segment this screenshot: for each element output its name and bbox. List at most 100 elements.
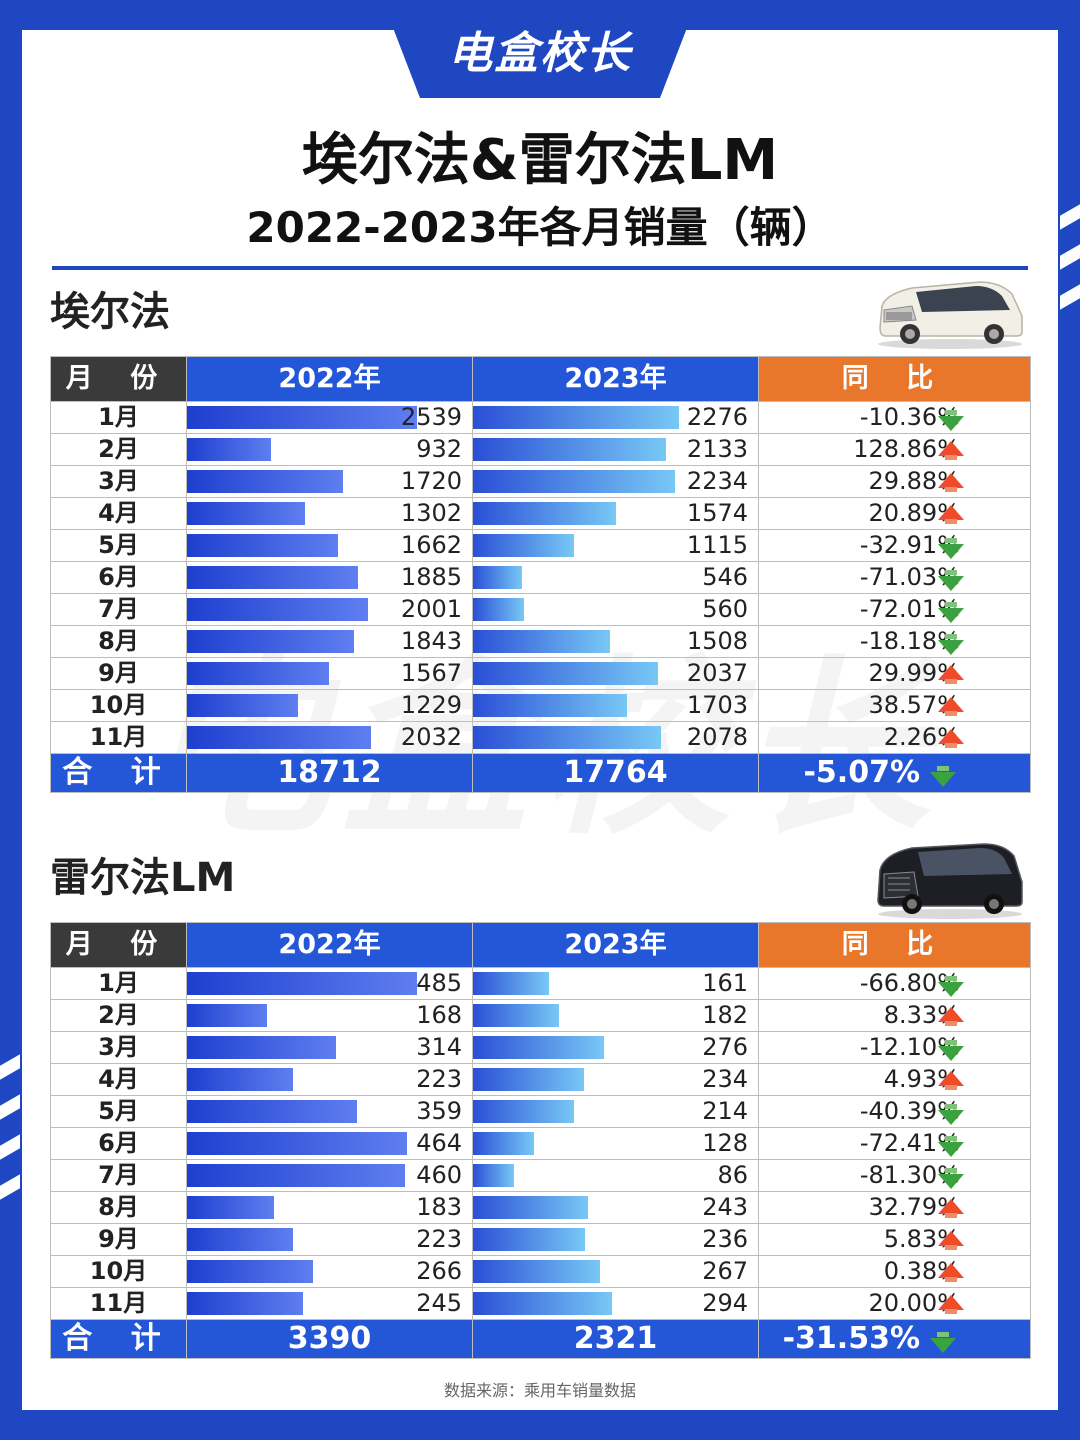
up-arrow-icon — [938, 1064, 964, 1095]
yoy-cell: -32.91% — [758, 529, 1031, 562]
table-row: 7月 2001 560 -72.01% — [50, 593, 1031, 626]
bar-2023-value: 128 — [702, 1129, 748, 1157]
lm-car-image — [877, 843, 1023, 919]
header-2022: 2022年 — [186, 922, 473, 968]
bar-2022-cell: 245 — [186, 1287, 473, 1320]
bar-2023-value: 276 — [702, 1033, 748, 1061]
bar-2022-cell: 1885 — [186, 561, 473, 594]
bar-2023-cell: 86 — [472, 1159, 759, 1192]
table-row: 8月 183 243 32.79% — [50, 1191, 1031, 1224]
month-label: 6月 — [50, 561, 187, 594]
up-arrow-icon — [938, 498, 964, 529]
bar-2022-value: 1662 — [400, 531, 462, 559]
yoy-cell: 29.99% — [758, 657, 1031, 690]
bar-2023 — [473, 438, 666, 461]
yoy-cell: -72.41% — [758, 1127, 1031, 1160]
bar-2023-value: 560 — [702, 595, 748, 623]
page-subtitle: 2022-2023年各月销量（辆） — [246, 203, 834, 252]
month-label: 5月 — [50, 529, 187, 562]
bar-2023-cell: 1703 — [472, 689, 759, 722]
bar-2022 — [187, 726, 371, 749]
bar-2022-cell: 223 — [186, 1063, 473, 1096]
bar-2023-cell: 1574 — [472, 497, 759, 530]
bar-2023-cell: 267 — [472, 1255, 759, 1288]
bar-2023-value: 2037 — [686, 659, 748, 687]
bar-2022-value: 2001 — [400, 595, 462, 623]
bar-2023-cell: 2078 — [472, 721, 759, 754]
table-row: 6月 464 128 -72.41% — [50, 1127, 1031, 1160]
bar-2023 — [473, 1132, 534, 1155]
month-label: 7月 — [50, 593, 187, 626]
down-arrow-icon — [938, 1032, 964, 1063]
bar-2023-cell: 1508 — [472, 625, 759, 658]
deco-stripe — [1060, 284, 1080, 310]
total-row: 合 计 3390 2321 -31.53% — [50, 1319, 1031, 1359]
bar-2022-cell: 168 — [186, 999, 473, 1032]
bar-2022-value: 1567 — [400, 659, 462, 687]
bar-2022-cell: 2001 — [186, 593, 473, 626]
table-row: 11月 245 294 20.00% — [50, 1287, 1031, 1320]
down-arrow-icon — [938, 1128, 964, 1159]
bar-2023 — [473, 662, 658, 685]
down-arrow-icon — [938, 626, 964, 657]
month-label: 10月 — [50, 1255, 187, 1288]
yoy-cell: 5.83% — [758, 1223, 1031, 1256]
bar-2023 — [473, 726, 661, 749]
bar-2022-value: 1229 — [400, 691, 462, 719]
bar-2022 — [187, 1004, 267, 1027]
month-label: 8月 — [50, 1191, 187, 1224]
bar-2023 — [473, 1292, 612, 1315]
bar-2023-cell: 2234 — [472, 465, 759, 498]
bar-2022-cell: 932 — [186, 433, 473, 466]
month-label: 9月 — [50, 1223, 187, 1256]
total-label: 合 计 — [50, 753, 187, 793]
bar-2022-value: 314 — [416, 1033, 462, 1061]
bar-2023-cell: 128 — [472, 1127, 759, 1160]
down-arrow-icon — [930, 1324, 956, 1355]
bar-2023-value: 267 — [702, 1257, 748, 1285]
title-divider — [52, 266, 1028, 270]
bar-2023-value: 243 — [702, 1193, 748, 1221]
table-row: 9月 223 236 5.83% — [50, 1223, 1031, 1256]
bar-2022 — [187, 502, 305, 525]
bar-2022 — [187, 662, 329, 685]
bar-2022-value: 460 — [416, 1161, 462, 1189]
table-row: 5月 359 214 -40.39% — [50, 1095, 1031, 1128]
bar-2022 — [187, 438, 271, 461]
bar-2022 — [187, 406, 417, 429]
bar-2023-cell: 1115 — [472, 529, 759, 562]
bar-2023 — [473, 972, 549, 995]
bar-2022-value: 464 — [416, 1129, 462, 1157]
bar-2022-value: 266 — [416, 1257, 462, 1285]
bar-2022 — [187, 566, 358, 589]
month-label: 8月 — [50, 625, 187, 658]
table-row: 8月 1843 1508 -18.18% — [50, 625, 1031, 658]
bar-2022 — [187, 1036, 336, 1059]
deco-stripe — [0, 1134, 20, 1160]
bar-2022 — [187, 1132, 407, 1155]
yoy-cell: 20.00% — [758, 1287, 1031, 1320]
bar-2022-value: 359 — [416, 1097, 462, 1125]
bar-2023-cell: 546 — [472, 561, 759, 594]
table-row: 11月 2032 2078 2.26% — [50, 721, 1031, 754]
bar-2022-value: 1843 — [400, 627, 462, 655]
deco-stripe — [0, 1094, 20, 1120]
up-arrow-icon — [938, 1000, 964, 1031]
bar-2023 — [473, 630, 610, 653]
total-2023: 2321 — [472, 1319, 759, 1359]
down-arrow-icon — [930, 758, 956, 789]
yoy-cell: -18.18% — [758, 625, 1031, 658]
bar-2022-cell: 266 — [186, 1255, 473, 1288]
header-2022: 2022年 — [186, 356, 473, 402]
bar-2023-value: 2276 — [686, 403, 748, 431]
table-row: 5月 1662 1115 -32.91% — [50, 529, 1031, 562]
total-yoy-value: -5.07% — [803, 755, 920, 790]
bar-2022-cell: 314 — [186, 1031, 473, 1064]
bar-2023 — [473, 1260, 600, 1283]
month-label: 1月 — [50, 967, 187, 1000]
bar-2023 — [473, 1068, 584, 1091]
table-row: 4月 223 234 4.93% — [50, 1063, 1031, 1096]
bar-2022-cell: 1302 — [186, 497, 473, 530]
table-row: 1月 2539 2276 -10.36% — [50, 401, 1031, 434]
bar-2023 — [473, 1004, 559, 1027]
